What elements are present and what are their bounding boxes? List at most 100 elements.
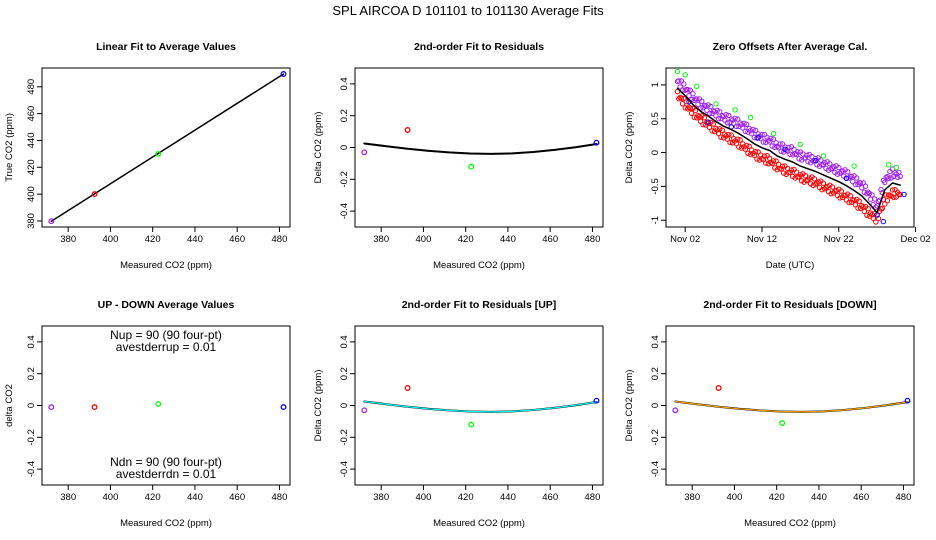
data-point xyxy=(827,161,833,167)
data-point xyxy=(838,188,844,194)
data-point xyxy=(825,167,832,173)
data-point xyxy=(713,113,719,119)
data-point xyxy=(861,208,867,215)
x-tick-label: 380 xyxy=(373,492,389,503)
data-point xyxy=(746,143,752,150)
fit-curve-overlay xyxy=(674,400,909,413)
data-point xyxy=(887,168,893,175)
data-point xyxy=(901,191,907,198)
data-point xyxy=(855,205,861,211)
data-point xyxy=(755,135,761,141)
data-point xyxy=(848,173,855,180)
data-point xyxy=(820,153,827,159)
data-point xyxy=(685,87,691,93)
y-tick-label: -0.2 xyxy=(650,429,661,445)
y-tick-label: 0.2 xyxy=(26,367,37,380)
data-point xyxy=(777,141,783,147)
data-point xyxy=(688,110,695,117)
data-point xyxy=(687,105,693,111)
data-point xyxy=(770,130,777,137)
data-point xyxy=(735,116,741,122)
data-point xyxy=(361,149,368,156)
data-point xyxy=(860,180,866,186)
x-tick-label: 440 xyxy=(811,492,827,503)
data-point xyxy=(718,134,724,140)
x-tick-label: 420 xyxy=(769,492,785,503)
data-point xyxy=(736,144,742,150)
data-point xyxy=(678,95,685,101)
data-point xyxy=(889,187,896,193)
data-point xyxy=(854,175,860,181)
data-point xyxy=(886,162,892,168)
data-point xyxy=(882,179,888,186)
y-tick-label: 0.4 xyxy=(339,77,350,90)
y-tick-label: 0 xyxy=(339,145,350,150)
data-point xyxy=(674,68,681,75)
data-point xyxy=(719,127,725,133)
data-point xyxy=(751,134,757,141)
data-point xyxy=(728,116,734,122)
data-point xyxy=(695,101,701,108)
data-point xyxy=(837,195,843,201)
data-point xyxy=(778,166,784,172)
data-point xyxy=(732,107,738,113)
x-axis-label: Measured CO2 (ppm) xyxy=(120,518,212,529)
x-tick-label: Nov 22 xyxy=(824,234,854,245)
data-point xyxy=(724,120,731,126)
data-point xyxy=(892,170,898,176)
data-point xyxy=(793,169,800,175)
y-axis-label: Delta CO2 (ppm) xyxy=(313,112,324,184)
data-point xyxy=(829,184,836,190)
y-tick-label: -0.4 xyxy=(339,203,350,219)
data-point xyxy=(752,149,759,155)
y-tick-label: 0.4 xyxy=(650,335,661,348)
data-point xyxy=(709,128,715,134)
data-point xyxy=(893,164,899,171)
y-axis-label: Delta CO2 (ppm) xyxy=(624,370,635,442)
data-point xyxy=(713,101,719,107)
data-point xyxy=(733,123,740,130)
y-tick-label: 0.2 xyxy=(339,109,350,122)
x-tick-label: 420 xyxy=(458,492,474,503)
panel-title: Linear Fit to Average Values xyxy=(96,41,236,53)
data-point xyxy=(468,163,475,170)
data-point xyxy=(822,159,828,166)
data-point xyxy=(690,91,696,97)
x-tick-label: Dec 02 xyxy=(900,234,930,245)
data-point xyxy=(829,165,836,171)
data-point xyxy=(593,397,600,404)
panel-title: UP - DOWN Average Values xyxy=(98,299,235,311)
data-point xyxy=(682,105,688,111)
data-point xyxy=(873,204,879,210)
x-tick-label: 400 xyxy=(103,492,119,503)
data-point xyxy=(715,116,722,122)
plot-marks: 380 400 420 440 460 480 -0.4 -0.2 0 0.2 0.4 xyxy=(339,335,600,503)
x-tick-label: 380 xyxy=(373,234,389,245)
data-point xyxy=(754,156,760,162)
y-tick-label: 380 xyxy=(26,213,37,229)
data-point xyxy=(672,407,679,414)
x-axis-label: Measured CO2 (ppm) xyxy=(433,260,525,271)
data-point xyxy=(696,114,702,120)
data-point xyxy=(851,163,857,169)
data-point xyxy=(880,218,886,225)
data-point xyxy=(740,125,746,131)
panel-residual-fit: 2nd-order Fit to Residuals Measured CO2 … xyxy=(313,41,604,271)
data-point xyxy=(727,139,733,146)
y-tick-label: -0.2 xyxy=(339,429,350,445)
y-tick-label: 0 xyxy=(339,403,350,408)
data-point xyxy=(883,192,889,198)
data-point xyxy=(871,196,878,202)
data-point xyxy=(155,150,162,157)
data-point xyxy=(820,180,827,186)
data-point xyxy=(715,130,722,137)
data-point xyxy=(865,189,871,195)
x-tick-label: 480 xyxy=(585,234,601,245)
data-point xyxy=(795,149,801,155)
data-point xyxy=(779,163,786,170)
data-point xyxy=(813,155,819,162)
y-tick-label: 0 xyxy=(650,150,661,155)
data-point xyxy=(781,170,787,176)
x-tick-label: 440 xyxy=(500,234,516,245)
data-point xyxy=(787,151,793,158)
